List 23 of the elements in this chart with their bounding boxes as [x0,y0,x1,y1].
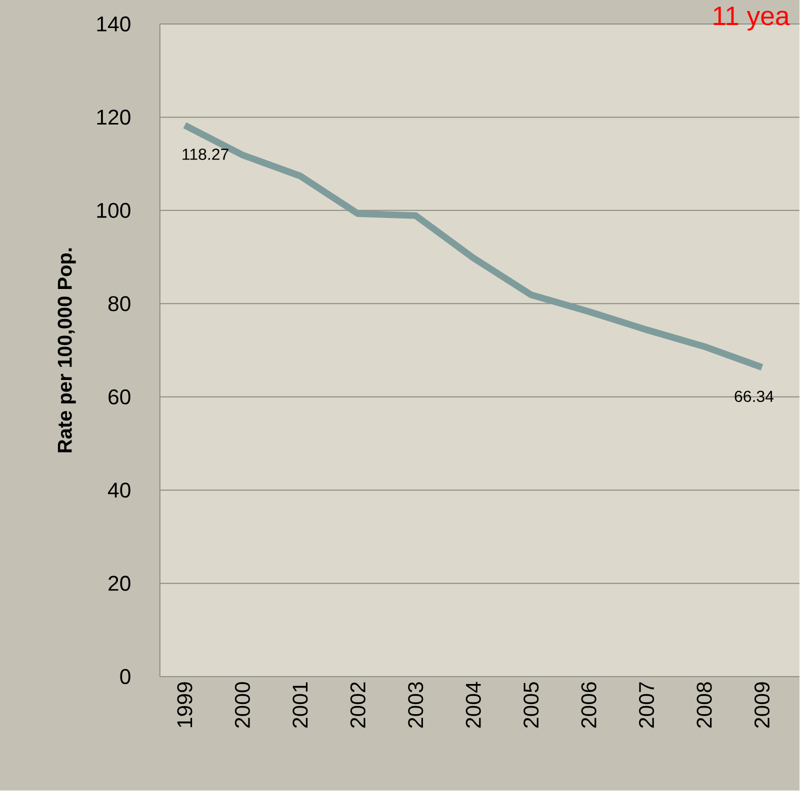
x-tick-label: 2001 [292,682,308,728]
data-label: 118.27 [182,148,228,160]
x-tick-label: 2007 [638,682,654,728]
y-tick-label: 80 [108,296,130,312]
x-tick-label: 2008 [696,682,712,728]
chart-title: 11 yea [714,6,790,31]
y-tick-label: 140 [97,16,130,32]
x-tick-label: 2002 [350,682,366,728]
y-tick-label: 0 [120,669,130,684]
x-tick-label: 2004 [466,682,481,728]
y-tick-label: 100 [97,203,130,218]
y-tick-label: 40 [108,482,130,498]
x-tick-label: 2006 [581,682,596,728]
x-tick-label: 1999 [177,682,192,728]
x-tick-label: 2009 [754,682,770,728]
y-tick-label: 60 [108,390,130,405]
data-label: 66.34 [734,390,774,402]
y-tick-label: 120 [97,110,130,125]
x-tick-label: 2000 [234,682,250,728]
y-axis-title: Rate per 100,000 Pop. [58,248,76,453]
y-tick-label: 20 [108,576,130,592]
x-tick-label: 2005 [524,682,539,728]
x-tick-label: 2003 [408,682,424,728]
